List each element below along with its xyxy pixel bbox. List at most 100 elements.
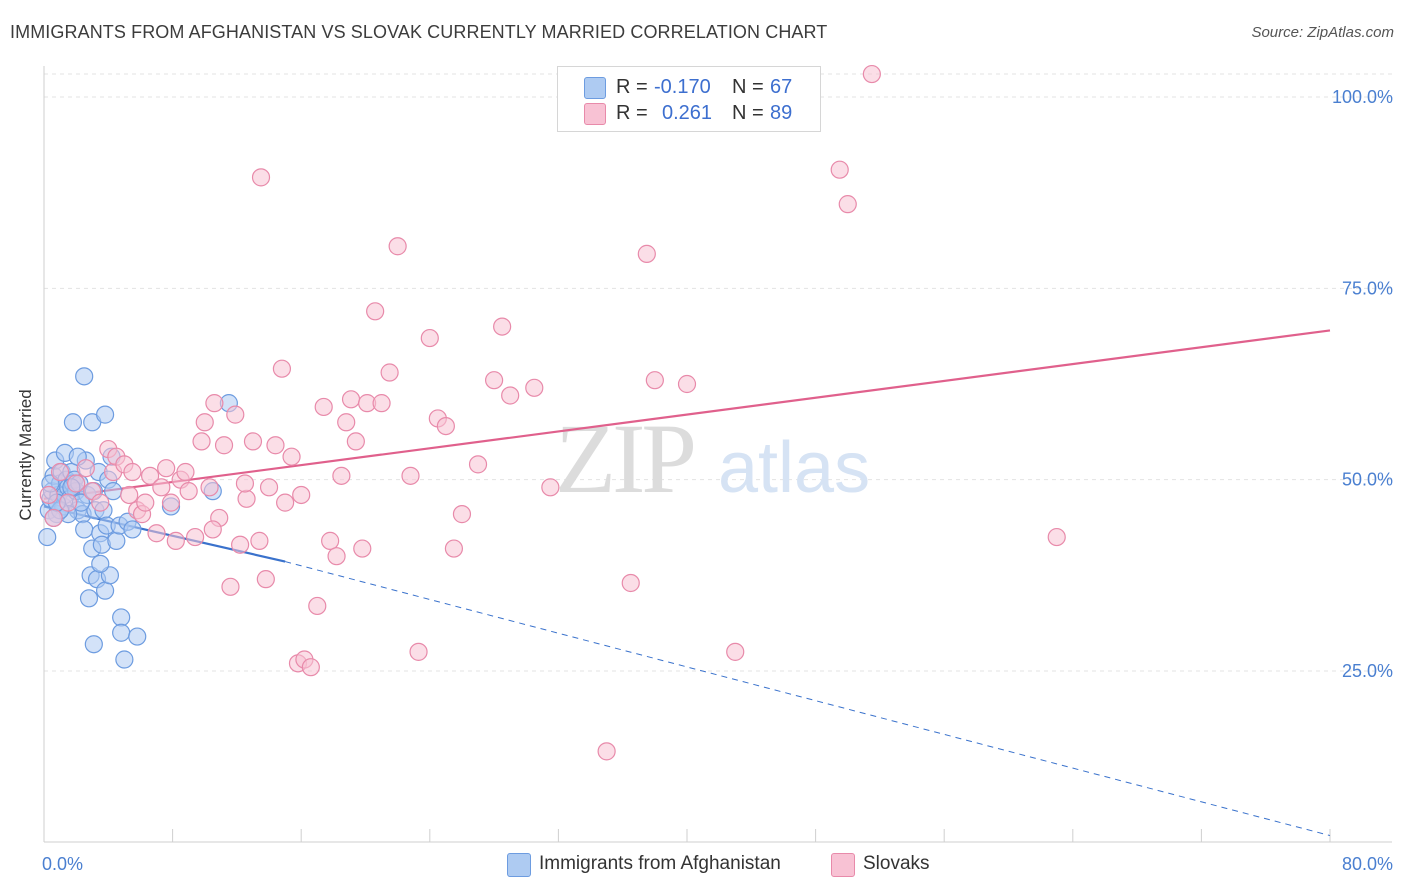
bottom-legend-swatch-pink [831,853,855,877]
data-point [677,374,697,394]
data-point [226,405,245,424]
data-point [321,531,340,550]
watermark-atlas: atlas [718,428,870,508]
data-point [235,474,255,493]
data-point [468,455,488,474]
data-point [838,195,857,214]
data-point [250,531,269,550]
data-point [237,489,256,508]
data-point [195,413,214,432]
data-point [38,527,57,547]
data-point [75,367,94,386]
series-slovaks [39,64,1066,761]
stats-legend: R = -0.170 N = 67 R = 0.261 N = 89 [557,66,821,132]
data-point [621,573,640,593]
data-point [115,650,134,669]
data-point [95,581,115,600]
data-point [136,493,155,512]
data-point [251,168,271,187]
watermark-zip: ZIP [555,403,693,514]
data-point [107,531,126,550]
data-points [38,64,1066,761]
data-point [452,505,472,524]
data-point [272,359,292,378]
data-point [157,459,176,478]
data-point [501,386,520,405]
data-point [337,413,356,432]
data-point [493,317,512,336]
series-afghanistan [38,367,238,669]
legend-r-label: R = [616,102,648,124]
legend-n-value: 89 [770,102,793,124]
data-point [79,589,99,608]
data-point [372,394,391,413]
data-point [353,539,372,558]
data-point [341,390,361,409]
data-point [637,244,656,263]
data-point [388,237,407,256]
trend-line-afghanistan-extension [284,561,1331,837]
data-point [205,394,224,413]
data-point [50,462,70,482]
data-point [123,520,142,539]
data-point [75,520,94,539]
x-tick-label: 80.0% [1342,854,1393,874]
data-point [128,627,147,646]
data-point [147,524,166,543]
data-point [332,466,351,485]
data-point [221,577,240,596]
data-point [161,493,181,512]
legend-n-label: N = [732,76,764,98]
data-point [276,493,295,512]
data-point [525,378,544,397]
data-point [420,328,439,348]
legend-r-value: 0.261 [662,102,713,124]
data-point [726,642,745,661]
data-point [44,508,63,528]
data-point [346,432,365,451]
y-tick-label: 100.0% [1332,87,1393,107]
data-point [282,447,301,466]
data-point [314,397,333,417]
data-point [380,363,399,382]
data-point [67,474,86,493]
data-point [327,547,346,566]
data-point [401,466,420,485]
data-point [308,596,327,616]
data-point [436,416,455,436]
legend-r-value: -0.170 [654,76,711,98]
y-tick-label: 50.0% [1342,470,1393,490]
bottom-legend-slovaks: Slovaks [831,852,951,877]
data-point [192,432,211,451]
bottom-legend-afghanistan: Immigrants from Afghanistan [507,852,807,877]
data-point [112,623,131,642]
data-point [301,658,320,677]
data-point [95,405,115,424]
data-point [140,466,160,485]
data-point [176,462,195,482]
data-point [266,436,285,455]
legend-swatch-blue [584,77,606,99]
data-point [200,478,219,497]
x-tick-label: 0.0% [42,854,83,874]
data-point [444,539,464,558]
gridlines [44,73,1392,672]
data-point [485,371,504,390]
data-point [166,531,185,550]
data-point [214,436,234,455]
data-point [231,535,250,554]
legend-swatch-pink [584,103,606,125]
y-tick-label: 75.0% [1342,278,1393,298]
bottom-legend-swatch-blue [507,853,531,877]
data-point [862,64,881,84]
data-point [259,478,279,497]
data-point [179,482,198,501]
data-point [91,493,110,512]
data-point [366,302,385,321]
legend-row-afghanistan: R = -0.170 N = 67 [558,74,820,100]
legend-row-slovaks: R = 0.261 N = 89 [558,100,820,126]
bottom-legend-label: Immigrants from Afghanistan [539,853,781,874]
watermark: ZIP atlas [555,403,870,514]
data-point [409,642,428,661]
chart-title: IMMIGRANTS FROM AFGHANISTAN VS SLOVAK CU… [10,22,828,42]
